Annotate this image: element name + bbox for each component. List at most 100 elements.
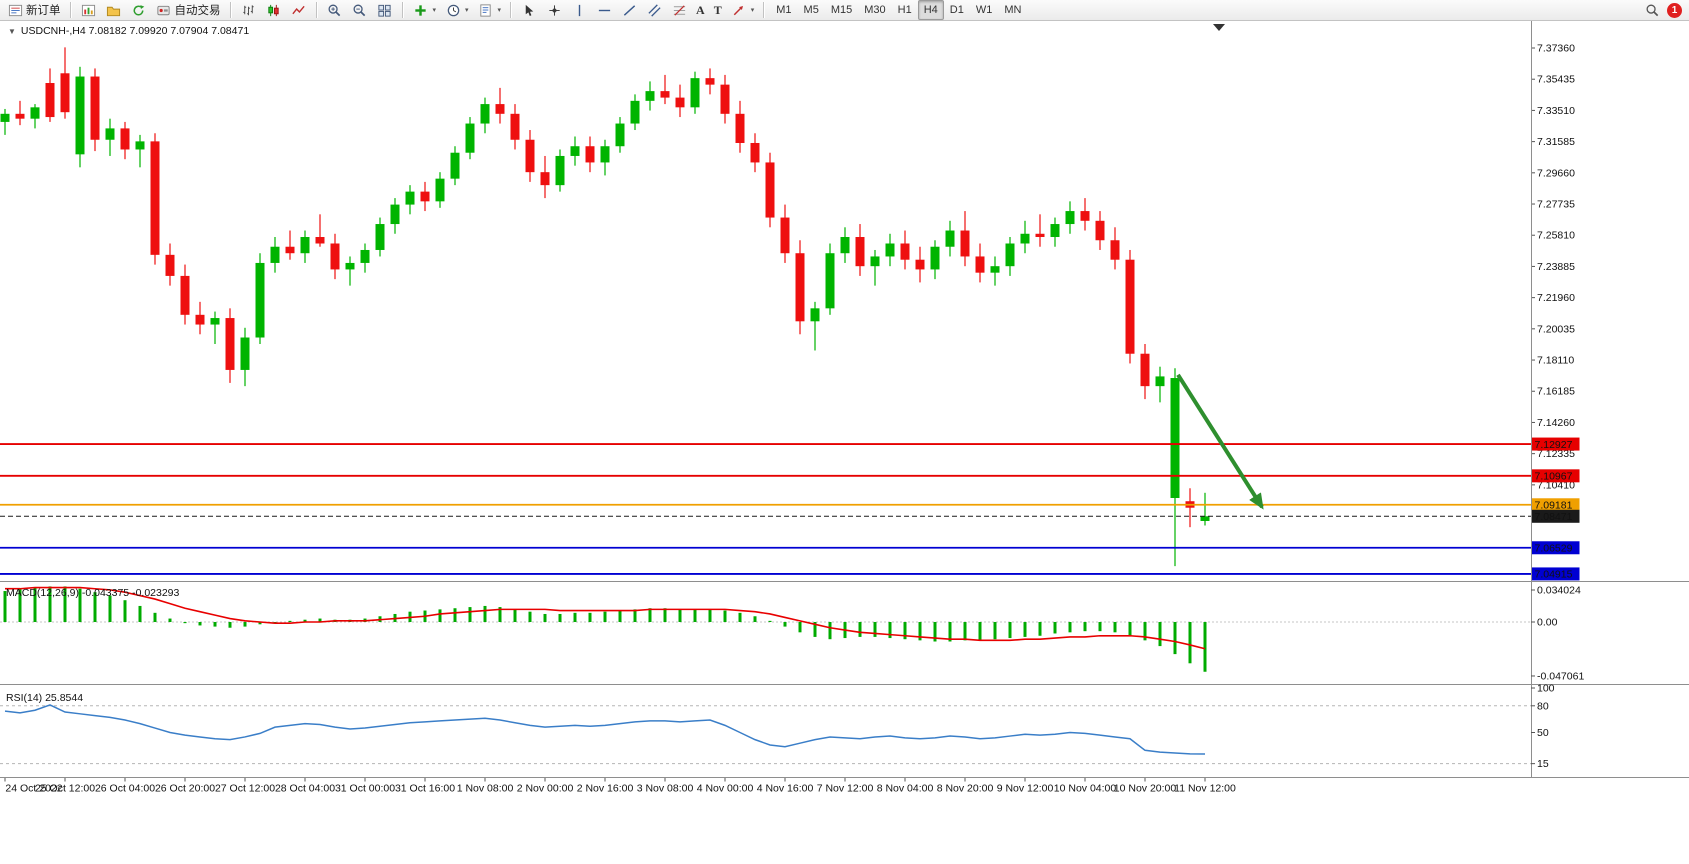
auto-trading-button[interactable]: 自动交易 xyxy=(152,0,225,20)
price-line-7.12927[interactable]: 7.12927 xyxy=(0,437,1580,451)
indicators-plus-icon xyxy=(413,2,429,18)
svg-text:7.10967: 7.10967 xyxy=(1535,471,1573,483)
templates-button[interactable]: ▾ xyxy=(474,0,506,20)
period-button-d1[interactable]: D1 xyxy=(949,4,964,16)
zoom-out-button[interactable] xyxy=(348,0,372,20)
new-chart-button[interactable] xyxy=(77,0,101,20)
notification-badge[interactable]: 1 xyxy=(1667,2,1682,18)
text-label-icon: T xyxy=(713,2,722,17)
trendline-icon xyxy=(621,2,637,18)
new-chart-icon xyxy=(81,2,97,18)
indicators-button[interactable]: ▾ xyxy=(409,0,441,20)
svg-text:7.21960: 7.21960 xyxy=(1537,292,1575,304)
period-button-m1[interactable]: M1 xyxy=(776,4,792,16)
chart-background xyxy=(0,21,1689,864)
svg-text:7.25810: 7.25810 xyxy=(1537,230,1575,242)
price-line-7.09181[interactable]: 7.09181 xyxy=(0,498,1580,512)
svg-text:10 Nov 04:00: 10 Nov 04:00 xyxy=(1054,783,1117,795)
period-button-mn[interactable]: MN xyxy=(1004,4,1022,16)
horizontal-line-icon xyxy=(596,2,612,18)
vertical-line-icon xyxy=(571,2,587,18)
profiles-button[interactable] xyxy=(102,0,126,20)
svg-text:26 Oct 04:00: 26 Oct 04:00 xyxy=(95,783,155,795)
svg-text:7.08471: 7.08471 xyxy=(1535,511,1573,523)
timeframes-button[interactable]: ▾ xyxy=(441,0,473,20)
svg-text:7.37360: 7.37360 xyxy=(1537,43,1575,55)
bar-chart-icon xyxy=(241,2,257,18)
pane-separators[interactable] xyxy=(0,21,1689,778)
crosshair-icon xyxy=(546,2,562,18)
svg-text:100: 100 xyxy=(1537,683,1555,695)
svg-text:7.20035: 7.20035 xyxy=(1537,323,1575,335)
candlestick-chart-button[interactable] xyxy=(262,0,286,20)
vertical-line-button[interactable] xyxy=(567,0,591,20)
search-button[interactable] xyxy=(1640,0,1664,20)
fibonacci-button[interactable] xyxy=(667,0,691,20)
text-label-button[interactable]: T xyxy=(710,0,726,20)
svg-text:11 Nov 12:00: 11 Nov 12:00 xyxy=(1174,783,1236,795)
svg-text:7.12335: 7.12335 xyxy=(1537,448,1575,460)
macd-pane: MACD(12,26,9) -0.043375 -0.023293 0.03402… xyxy=(0,585,1584,682)
zoom-in-button[interactable] xyxy=(323,0,347,20)
svg-text:7.23885: 7.23885 xyxy=(1537,261,1575,273)
toolbar-separator xyxy=(315,2,318,18)
tile-windows-button[interactable] xyxy=(373,0,397,20)
rsi-pane: RSI(14) 25.8544 100 80 50 15 xyxy=(0,683,1555,770)
toolbar-separator xyxy=(69,2,72,18)
chart-symbol-title: ▼ USDCNH-,H4 7.08182 7.09920 7.07904 7.08… xyxy=(8,25,249,37)
svg-text:0.034024: 0.034024 xyxy=(1537,585,1581,597)
price-line-7.08471[interactable]: 7.08471 xyxy=(0,509,1580,523)
new-order-icon xyxy=(7,2,23,18)
period-button-w1[interactable]: W1 xyxy=(975,4,993,16)
svg-text:27 Oct 12:00: 27 Oct 12:00 xyxy=(215,783,275,795)
template-icon xyxy=(478,2,494,18)
svg-text:-0.047061: -0.047061 xyxy=(1537,670,1584,682)
cursor-icon xyxy=(521,2,537,18)
svg-text:7.09181: 7.09181 xyxy=(1535,500,1573,512)
period-button-h1[interactable]: H1 xyxy=(897,4,912,16)
price-chart: 7.37360 7.35435 7.33510 7.31585 7.29660 7.277… xyxy=(0,21,1689,864)
svg-text:2 Nov 16:00: 2 Nov 16:00 xyxy=(577,783,634,795)
toolbar-separator xyxy=(401,2,404,18)
price-line-7.10967[interactable]: 7.10967 xyxy=(0,469,1580,483)
auto-trading-icon xyxy=(156,2,172,18)
new-order-button[interactable]: 新订单 xyxy=(3,0,65,20)
chevron-down-icon: ▾ xyxy=(750,7,755,14)
candles xyxy=(0,47,1210,567)
trendline-button[interactable] xyxy=(617,0,641,20)
channel-button[interactable] xyxy=(642,0,666,20)
refresh-button[interactable] xyxy=(127,0,151,20)
arrows-button[interactable]: ▾ xyxy=(727,0,759,20)
svg-text:1 Nov 08:00: 1 Nov 08:00 xyxy=(457,783,514,795)
svg-text:7 Nov 12:00: 7 Nov 12:00 xyxy=(817,783,874,795)
toolbar-separator xyxy=(229,2,232,18)
trend-arrow-annotation[interactable] xyxy=(1176,373,1264,510)
price-line-7.04915[interactable]: 7.04915 xyxy=(0,567,1580,581)
svg-text:7.31585: 7.31585 xyxy=(1537,136,1575,148)
svg-text:26 Oct 20:00: 26 Oct 20:00 xyxy=(155,783,215,795)
svg-text:4 Nov 16:00: 4 Nov 16:00 xyxy=(757,783,814,795)
svg-text:7.33510: 7.33510 xyxy=(1537,105,1575,117)
svg-text:7.14260: 7.14260 xyxy=(1537,417,1575,429)
arrow-shapes-icon xyxy=(731,2,747,18)
horizontal-line-button[interactable] xyxy=(592,0,616,20)
period-button-m30[interactable]: M30 xyxy=(864,4,886,16)
svg-text:7.06529: 7.06529 xyxy=(1535,543,1573,555)
price-line-7.06529[interactable]: 7.06529 xyxy=(0,541,1580,555)
zoom-in-icon xyxy=(327,2,343,18)
svg-text:8 Nov 04:00: 8 Nov 04:00 xyxy=(877,783,934,795)
svg-text:9 Nov 12:00: 9 Nov 12:00 xyxy=(997,783,1054,795)
crosshair-button[interactable] xyxy=(542,0,566,20)
period-button-h4[interactable]: H4 xyxy=(917,0,944,20)
rsi-label: RSI(14) 25.8544 xyxy=(6,692,83,704)
text-button[interactable]: A xyxy=(692,0,709,20)
bar-chart-button[interactable] xyxy=(237,0,261,20)
period-button-m5[interactable]: M5 xyxy=(803,4,819,16)
line-chart-button[interactable] xyxy=(287,0,311,20)
cursor-button[interactable] xyxy=(517,0,541,20)
period-button-m15[interactable]: M15 xyxy=(830,4,853,16)
chart-window[interactable]: 7.37360 7.35435 7.33510 7.31585 7.29660 7.277… xyxy=(0,21,1689,864)
chart-shift-marker[interactable] xyxy=(1213,24,1225,31)
